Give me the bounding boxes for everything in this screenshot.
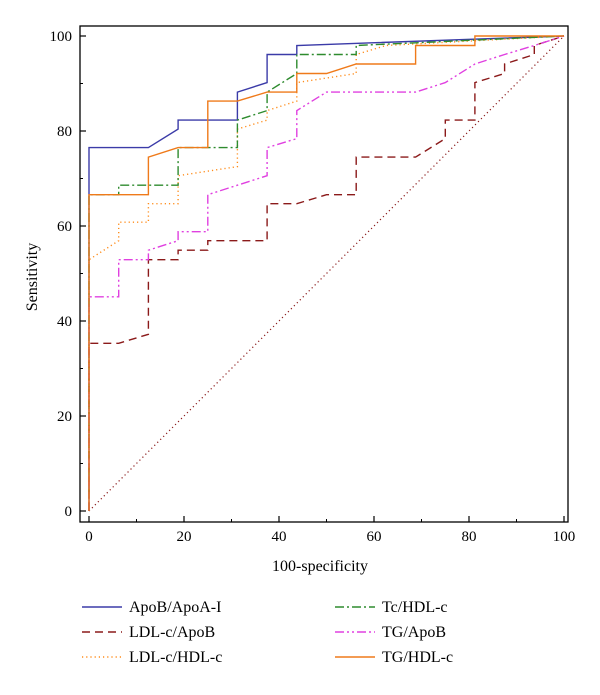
- series-line-ldl-c-hdl-c: [88, 35, 565, 511]
- y-axis-title: Sensitivity: [24, 243, 41, 311]
- tick-labels: 0 20 40 60 80 100 0 20 40 60 80 100: [50, 29, 576, 545]
- plot-frame: [79, 25, 569, 523]
- series-line-tc-hdl-c: [88, 35, 565, 511]
- y-tick-label: 20: [57, 409, 72, 425]
- x-tick-label: 100: [553, 529, 576, 545]
- x-tick-label: 40: [272, 529, 287, 545]
- series-line-ldl-c-apob: [88, 35, 565, 511]
- legend-label: Tc/HDL-c: [382, 599, 448, 616]
- axis-ticks: [80, 35, 565, 522]
- reference-diagonal: [88, 35, 565, 512]
- y-tick-label: 60: [57, 219, 72, 235]
- x-tick-label: 60: [367, 529, 382, 545]
- x-tick-label: 80: [462, 529, 477, 545]
- legend-label: TG/ApoB: [382, 624, 446, 641]
- legend-label: TG/HDL-c: [382, 649, 453, 666]
- x-axis-title: 100-specificity: [272, 558, 368, 575]
- legend-label: ApoB/ApoA-I: [129, 599, 221, 616]
- series-line-tg-hdl-c: [88, 35, 564, 511]
- plot-border: [79, 25, 569, 523]
- y-tick-label: 100: [50, 29, 73, 45]
- series-line-tg-apob: [88, 35, 565, 511]
- legend-label: LDL-c/HDL-c: [129, 649, 222, 666]
- x-tick-label: 20: [177, 529, 192, 545]
- y-tick-label: 40: [57, 314, 72, 330]
- y-tick-label: 0: [65, 504, 73, 520]
- series-lines: [88, 35, 565, 512]
- legend: ApoB/ApoA-I LDL-c/ApoB LDL-c/HDL-c Tc/HDL-c…: [82, 599, 453, 666]
- legend-label: LDL-c/ApoB: [129, 624, 215, 641]
- series-line-apob-apoa-i: [88, 35, 565, 511]
- y-tick-label: 80: [57, 124, 72, 140]
- x-tick-label: 0: [85, 529, 93, 545]
